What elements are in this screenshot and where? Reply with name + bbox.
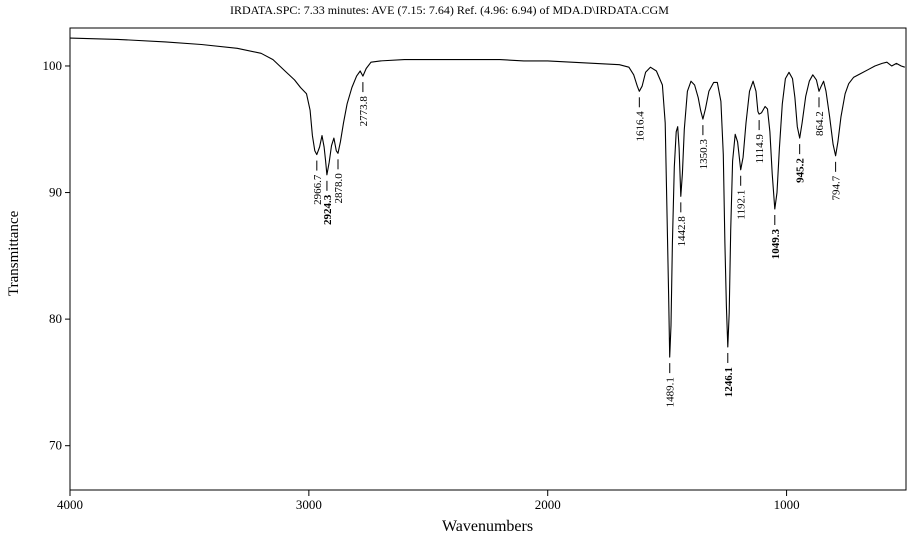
- peak-label: 1442.8: [676, 216, 688, 247]
- x-tick-label: 4000: [57, 497, 83, 512]
- peak-label: 1192.1: [736, 190, 748, 220]
- peak-label: 864.2: [814, 111, 826, 136]
- y-tick-label: 70: [49, 438, 62, 453]
- peak-label: 1616.4: [634, 111, 646, 142]
- peak-label: 2924.3: [322, 194, 334, 225]
- x-axis-label: Wavenumbers: [441, 518, 534, 535]
- x-tick-label: 1000: [774, 497, 800, 512]
- y-tick-label: 100: [43, 58, 63, 73]
- peak-label: 1489.1: [665, 377, 677, 407]
- peak-label: 1114.9: [754, 134, 766, 164]
- axis-ticks: 4000 3000 2000 1000 70 80 90 100: [43, 58, 800, 512]
- peak-label: 2878.0: [333, 173, 345, 204]
- y-tick-label: 80: [49, 311, 62, 326]
- spectrum-line: [69, 37, 905, 358]
- peak-label: 1246.1: [723, 367, 735, 397]
- peak-label: 2773.8: [358, 96, 370, 127]
- peak-label: 2966.7: [312, 174, 324, 205]
- y-axis-label: Transmittance: [6, 210, 22, 296]
- chart-title: IRDATA.SPC: 7.33 minutes: AVE (7.15: 7.6…: [230, 3, 669, 17]
- spectrum-curve-group: [69, 37, 905, 358]
- y-tick-label: 90: [49, 185, 62, 200]
- peak-label: 1049.3: [770, 229, 782, 260]
- plot-frame: [69, 27, 907, 491]
- peak-label: 794.7: [831, 175, 843, 200]
- x-tick-label: 2000: [535, 497, 561, 512]
- peak-label: 1350.3: [698, 139, 710, 170]
- peak-label: 945.2: [795, 158, 807, 183]
- x-tick-label: 3000: [296, 497, 322, 512]
